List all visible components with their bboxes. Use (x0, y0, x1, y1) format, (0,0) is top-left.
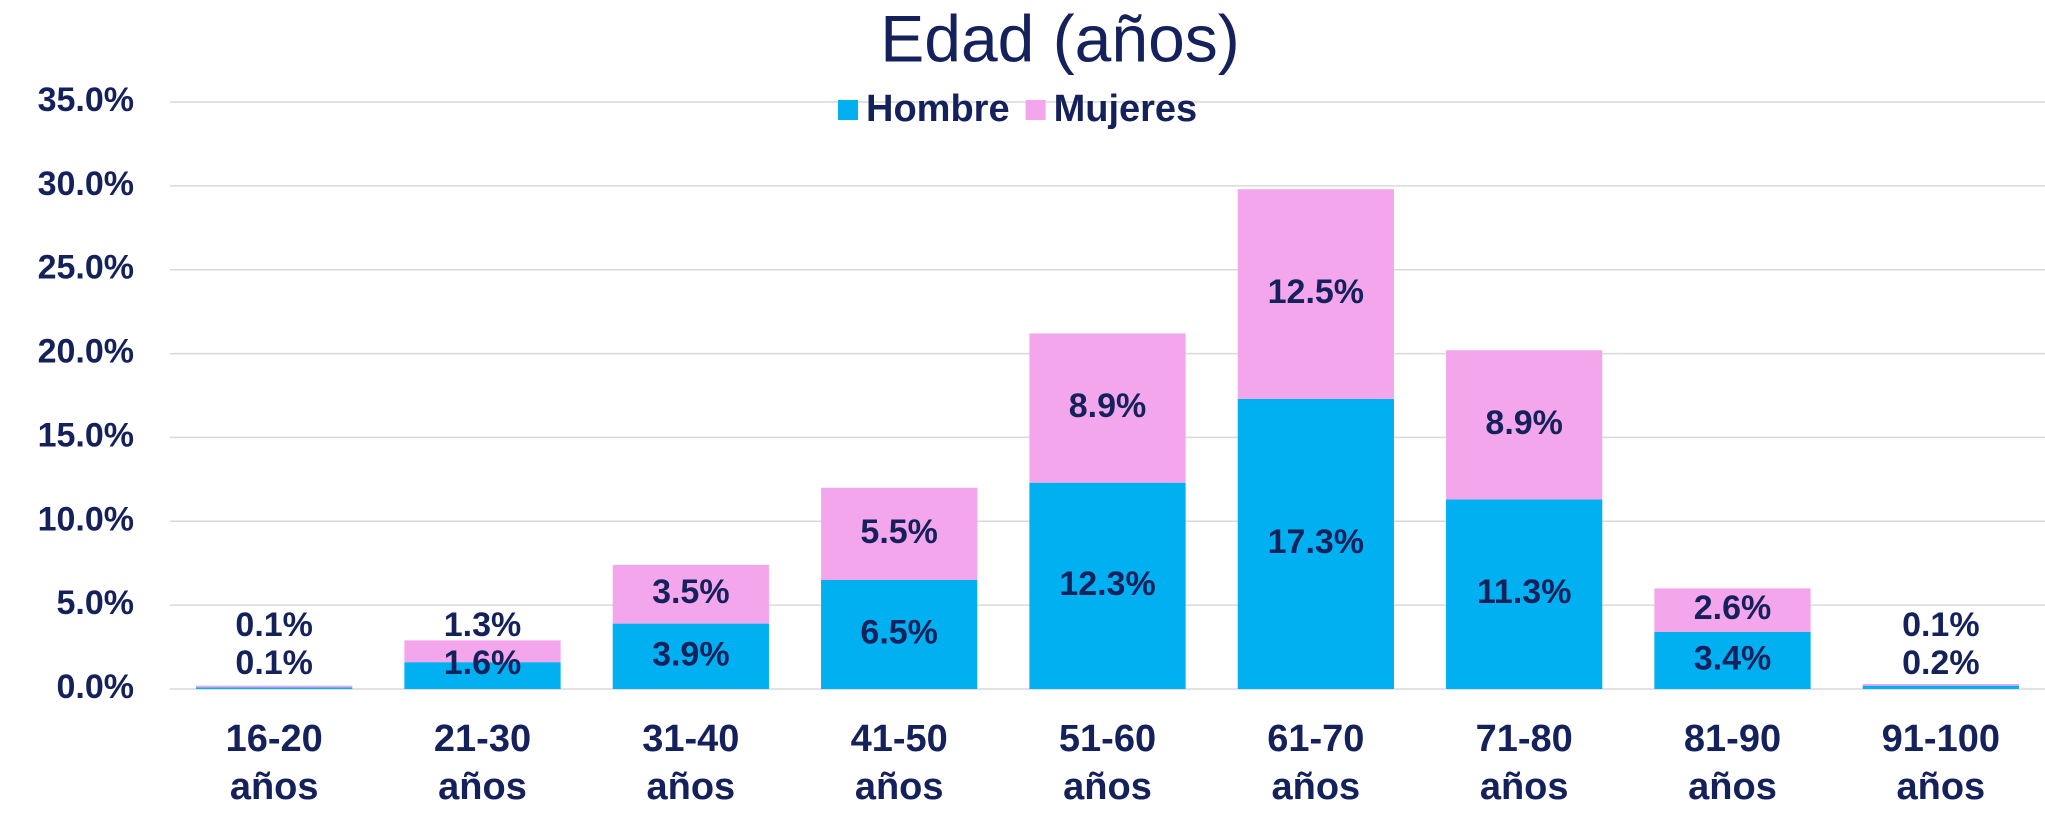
x-tick-label: 41-50 años (851, 718, 948, 808)
x-tick-label: 21-30 años (434, 718, 531, 808)
x-tick-label: 31-40 años (642, 718, 739, 808)
legend-swatch (1025, 100, 1046, 120)
y-tick-label: 35.0% (38, 81, 134, 119)
data-label: 0.1% (235, 644, 313, 682)
bar-segment (1654, 631, 1811, 689)
y-tick-label: 30.0% (38, 165, 134, 203)
bar-segment (196, 687, 353, 689)
x-tick-label: 51-60 años (1059, 718, 1156, 808)
y-tick-label: 20.0% (38, 333, 134, 371)
bar-segment (404, 662, 561, 689)
x-tick-label: 71-80 años (1476, 718, 1573, 808)
data-label: 0.2% (1902, 644, 1980, 682)
legend-label: Hombre (866, 88, 1010, 130)
data-label: 17.3% (1268, 523, 1364, 561)
x-tick-label: 16-20 años (226, 718, 323, 808)
data-label: 0.1% (235, 606, 313, 644)
bar-segment (1862, 683, 2019, 686)
bar-segment (612, 564, 769, 624)
bar-segment (1446, 499, 1603, 689)
data-label: 8.9% (1485, 404, 1563, 442)
data-label: 2.6% (1694, 589, 1772, 627)
y-tick-label: 15.0% (38, 416, 134, 454)
y-tick-label: 5.0% (57, 584, 135, 622)
y-tick-label: 10.0% (38, 500, 134, 538)
bar-segment (1237, 189, 1394, 399)
bar-segment (1029, 482, 1186, 689)
bar-segment (1862, 685, 2019, 689)
data-label: 0.1% (1902, 606, 1980, 644)
bar-segment (612, 623, 769, 689)
y-tick-label: 0.0% (57, 668, 135, 706)
legend-label: Mujeres (1054, 88, 1198, 130)
y-tick-label: 25.0% (38, 249, 134, 287)
data-label: 11.3% (1477, 573, 1572, 611)
x-tick-label: 91-100 años (1882, 718, 2000, 808)
data-label: 3.5% (652, 573, 730, 611)
bar-segment (1446, 350, 1603, 500)
data-label: 3.9% (652, 635, 730, 673)
bar-segment (821, 579, 978, 689)
x-tick-label: 81-90 años (1684, 718, 1781, 808)
bar-segment (821, 487, 978, 580)
legend-swatch (838, 100, 858, 120)
data-label: 6.5% (860, 613, 938, 651)
data-label: 8.9% (1069, 387, 1147, 425)
bar-segment (1029, 333, 1186, 483)
bar-segment (404, 640, 561, 663)
x-tick-label: 61-70 años (1267, 718, 1364, 808)
bar-segment (1237, 398, 1394, 689)
chart-title: Edad (años) (880, 1, 1240, 75)
bar-segment (1654, 588, 1811, 632)
data-label: 12.3% (1059, 565, 1155, 603)
data-label: 1.6% (444, 644, 522, 682)
data-label: 3.4% (1694, 639, 1772, 677)
data-label: 12.5% (1268, 273, 1364, 311)
data-label: 1.3% (444, 606, 522, 644)
bar-segment (196, 685, 353, 688)
data-label: 5.5% (860, 513, 938, 551)
